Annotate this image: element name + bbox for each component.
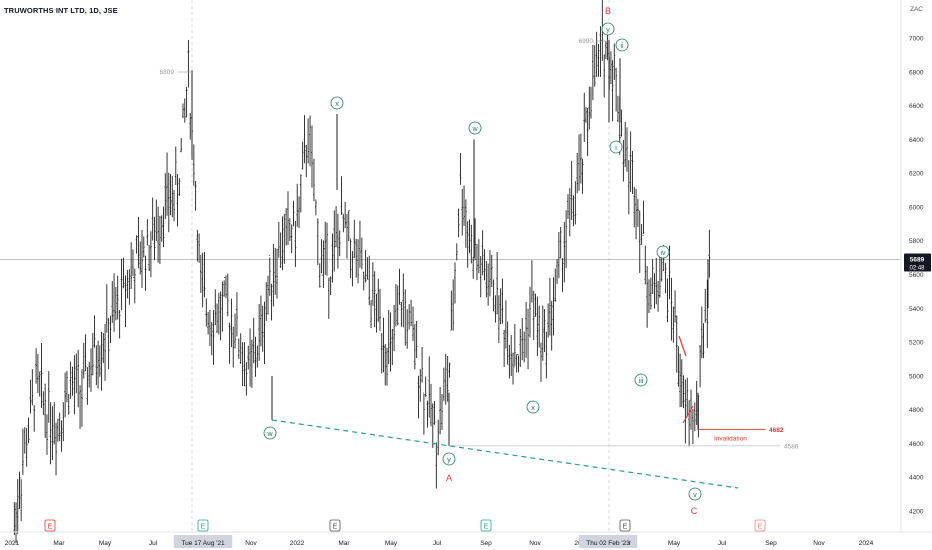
earnings-marker — [197, 519, 209, 532]
chart-title: TRUWORTHS INT LTD, 1D, JSE — [4, 6, 118, 15]
wave-label-w: w — [471, 126, 478, 133]
y-tick-label: 6600 — [909, 103, 924, 110]
wave-label-y: y — [447, 457, 451, 464]
wave-circle — [688, 487, 702, 501]
wave-label-iv: iv — [660, 250, 666, 257]
y-tick-label: 5800 — [909, 238, 924, 245]
price-axis[interactable]: ZAC 4200 4400 4600 4800 5000 5200 5400 5600 5800 6… — [900, 0, 931, 532]
last-price-time: 02:48 — [909, 265, 925, 271]
wave-label-x: x — [531, 405, 535, 412]
y-tick-label: 4200 — [909, 509, 924, 516]
invalidation-price-label: 4682 — [769, 427, 784, 434]
x-tick-label: May — [99, 540, 112, 547]
y-tick-label: 6000 — [909, 204, 924, 211]
y-tick-label: 4400 — [909, 475, 924, 482]
wave-label-iii: iii — [639, 378, 644, 385]
wave-circle — [263, 426, 277, 440]
x-tick-label: Mar — [53, 540, 65, 547]
wave-circle — [526, 400, 540, 414]
wedge-line — [682, 405, 694, 424]
y-tick-label: 5600 — [909, 272, 924, 279]
wave-label-i: i — [615, 145, 617, 152]
x-tick-label: 2024 — [859, 540, 874, 547]
wave-label-c: C — [691, 506, 698, 516]
wave-circle — [656, 245, 670, 259]
x-tick-label: r — [629, 540, 632, 547]
earnings-marker — [329, 519, 341, 532]
x-tick-label: Tue 17 Aug '21 — [181, 540, 225, 547]
earnings-marker — [480, 519, 492, 532]
trend-line — [271, 419, 739, 489]
wedge-line — [678, 335, 687, 357]
x-tick-label: Jul — [433, 540, 442, 547]
y-tick-label: 4600 — [909, 441, 924, 448]
y-tick-label: 6200 — [909, 171, 924, 178]
y-tick-label: 6800 — [909, 69, 924, 76]
price-bars — [13, 0, 711, 544]
earnings-marker-label: E — [484, 524, 489, 531]
x-tick-label: 2021 — [5, 540, 20, 547]
earnings-marker-label: E — [623, 524, 628, 531]
x-tick-label: Mar — [338, 540, 350, 547]
grid — [0, 0, 901, 532]
wave-label-w: w — [266, 431, 273, 438]
invalidation-label: Invalidation — [714, 436, 747, 443]
wave-circle — [468, 121, 482, 135]
y-tick-label: 5200 — [909, 340, 924, 347]
low-price-label: 4586 — [784, 443, 799, 450]
x-tick-label: Nov — [529, 540, 541, 547]
x-tick-label: Nov — [813, 540, 825, 547]
wave-circle — [601, 22, 615, 36]
x-tick-label: May — [385, 540, 398, 547]
last-price-value: 5689 — [910, 256, 925, 263]
wave-circle — [615, 38, 629, 52]
wave-label-a: A — [446, 473, 452, 483]
wave-circle — [609, 140, 623, 154]
earnings-marker — [619, 519, 631, 532]
last-price-box — [904, 253, 931, 272]
x-tick-label: Nov — [245, 540, 257, 547]
wave-circle — [330, 96, 344, 110]
earnings-marker-label: E — [758, 524, 763, 531]
y-tick-label: 4800 — [909, 407, 924, 414]
x-tick-label: Sep — [480, 540, 492, 547]
crosshair-time-box — [578, 535, 638, 548]
wave-label-ii: ii — [620, 43, 624, 50]
x-tick-label: Jul — [718, 540, 727, 547]
annotations: 6809 6990 4586 4682 Invalidation B A Cy ii x w i iv i… — [44, 6, 799, 532]
earnings-marker — [754, 519, 766, 532]
wave-label-v: v — [693, 492, 697, 499]
peak-price-label: 6809 — [160, 69, 175, 76]
earnings-marker-label: E — [201, 524, 206, 531]
x-tick-label: Thu 02 Feb '23 — [586, 540, 630, 547]
y-tick-label: 5000 — [909, 373, 924, 380]
x-tick-label: 2022 — [290, 540, 305, 547]
y-tick-label: 6400 — [909, 137, 924, 144]
x-tick-label: Sep — [765, 540, 777, 547]
wave-label-y: y — [606, 27, 610, 34]
x-tick-label: Jul — [149, 540, 158, 547]
peak-price-label: 6990 — [579, 38, 594, 45]
earnings-marker-label: E — [48, 524, 53, 531]
x-tick-label: 20 — [574, 540, 582, 547]
currency-label: ZAC — [910, 6, 923, 13]
earnings-marker-label: E — [333, 524, 338, 531]
x-tick-label: May — [668, 540, 681, 547]
time-axis[interactable]: 2021 Mar May Jul Tue 17 Aug '21 Nov 2022 Mar May… — [0, 531, 932, 548]
y-tick-label: 7000 — [909, 36, 924, 43]
crosshair-time-box — [173, 535, 233, 548]
wave-circle — [634, 373, 648, 387]
y-tick-label: 5400 — [909, 306, 924, 313]
wave-circle — [442, 452, 456, 466]
wave-label-x: x — [335, 101, 339, 108]
wave-label-b: B — [605, 6, 611, 16]
earnings-marker — [44, 519, 56, 532]
